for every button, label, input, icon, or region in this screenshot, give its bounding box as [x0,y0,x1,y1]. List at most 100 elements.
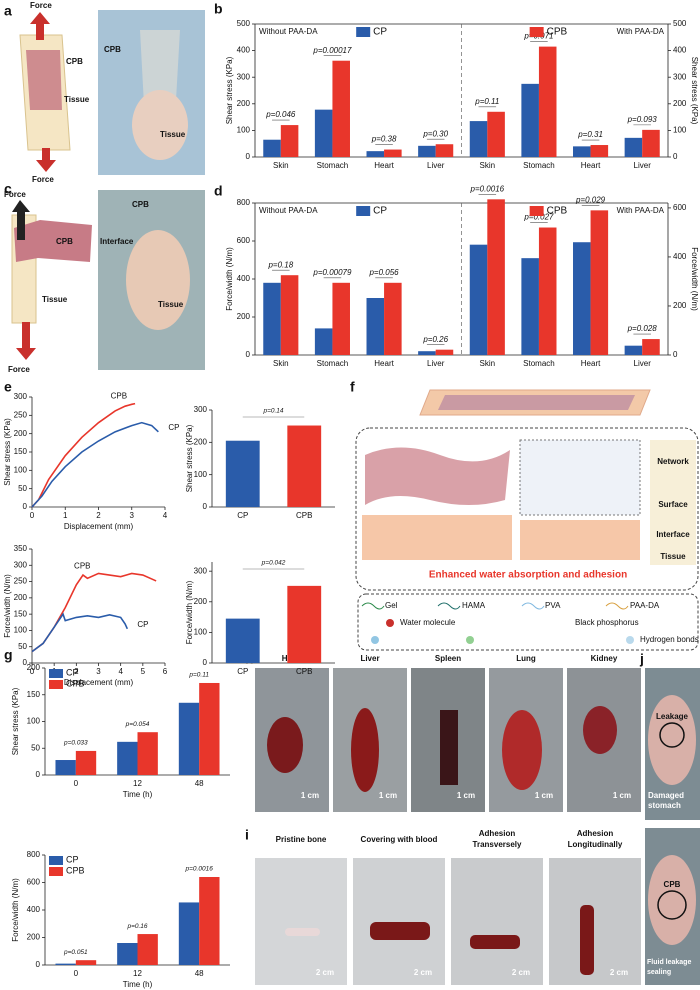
arrow-down [16,322,36,360]
scale-label: 1 cm [301,791,319,800]
x-tick-label: Stomach [317,161,349,170]
photo [255,858,347,985]
x-axis-label: Displacement (mm) [64,522,134,531]
bar [332,282,350,355]
bar [418,145,436,157]
panel-label: b [214,1,223,17]
tissue [520,520,640,560]
y-tick-label: 300 [14,560,28,569]
panel-label: j [639,651,644,667]
p-value: p=0.30 [422,129,448,138]
x-tick-label: Stomach [317,359,349,368]
y-tick-label: 600 [27,878,41,887]
film [14,220,92,262]
x-tick-label: 3 [130,511,135,520]
scale-label: 1 cm [379,791,397,800]
legend-label: CPB [66,678,85,688]
y-axis-label: Force/width (N/m) [11,878,20,942]
y2-tick-label: 400 [673,252,687,261]
series-label: CP [168,423,179,432]
y-tick-label: 800 [237,198,251,207]
line [31,612,129,653]
y2-axis-label: Shear stress (KPa) [690,57,699,125]
bone [580,905,594,975]
bar [287,585,322,663]
line [31,402,136,508]
y-tick-label: 350 [14,544,28,553]
bar [418,351,436,355]
y2-tick-label: 100 [673,126,687,135]
bar [225,618,260,663]
y-tick-label: 200 [27,933,41,942]
bar [55,760,76,775]
label: Tissue [42,295,68,304]
y-tick-label: 300 [237,72,251,81]
y-tick-label: 150 [14,609,28,618]
x-tick-label: Heart [374,161,394,170]
bar [487,199,505,355]
bone [470,935,520,949]
p-value: p=0.18 [267,260,293,269]
panel-label: i [245,827,249,843]
bar [332,60,350,157]
photo [451,858,543,985]
caption: Enhanced water absorption and adhesion [429,570,627,581]
label: Tissue [64,95,90,104]
step-label: Longitudinally [568,840,623,849]
y-tick-label: 0 [23,502,28,511]
x-tick-label: Heart [374,359,394,368]
label: CPB [104,45,121,54]
layer-label: Network [657,457,689,466]
legend-icon [466,636,474,644]
y-tick-label: 800 [27,850,41,859]
y-tick-label: 50 [31,743,40,752]
x-tick-label: Skin [480,359,496,368]
series-label: CP [137,620,148,629]
bar [75,750,97,775]
layer-column [650,440,696,565]
bar [642,339,660,355]
bar [314,109,333,157]
p-value: p=0.042 [261,560,286,567]
y-axis-label: Shear stress (KPa) [11,687,20,755]
label: Tissue [158,300,184,309]
legend-label: CP [373,206,387,217]
panel-label: e [4,379,12,395]
bar [590,145,609,157]
bar [225,440,260,507]
legend-item: HAMA [462,601,486,610]
legend-label: CP [66,667,79,677]
diagram-c: Force Force CPB Tissue CPB Interface Tis… [4,190,205,374]
p-value: p=0.056 [368,268,399,277]
x-tick-label: 3 [96,667,101,676]
bar [117,943,138,965]
panel-label: a [4,3,12,19]
legend-icon [371,636,379,644]
p-value: p=0.26 [422,335,448,344]
bar [199,877,220,965]
y-axis-label: Force/width (N/m) [185,580,194,644]
x-tick-label: CPB [296,667,312,676]
bar [469,244,488,355]
group-label: With PAA-DA [617,27,665,36]
p-value: p=0.0016 [185,866,214,873]
bar [384,282,402,355]
arrow-up [12,200,30,240]
step-label: Adhesion [479,829,516,838]
step-label: Pristine bone [276,835,327,844]
legend-icon [521,602,545,610]
panel-label: d [214,183,223,199]
y-tick-label: 0 [203,658,208,667]
label: CPB [132,200,149,209]
p-value: p=0.046 [265,110,296,119]
bar [55,963,76,965]
photo-film [140,30,180,105]
p-value: p=0.11 [474,97,499,106]
layer-label: Interface [656,530,690,539]
label: Tissue [160,130,186,139]
y-tick-label: 100 [14,465,28,474]
legend-label: CP [373,27,387,38]
bar [314,328,333,355]
p-value: p=0.00079 [312,268,352,277]
